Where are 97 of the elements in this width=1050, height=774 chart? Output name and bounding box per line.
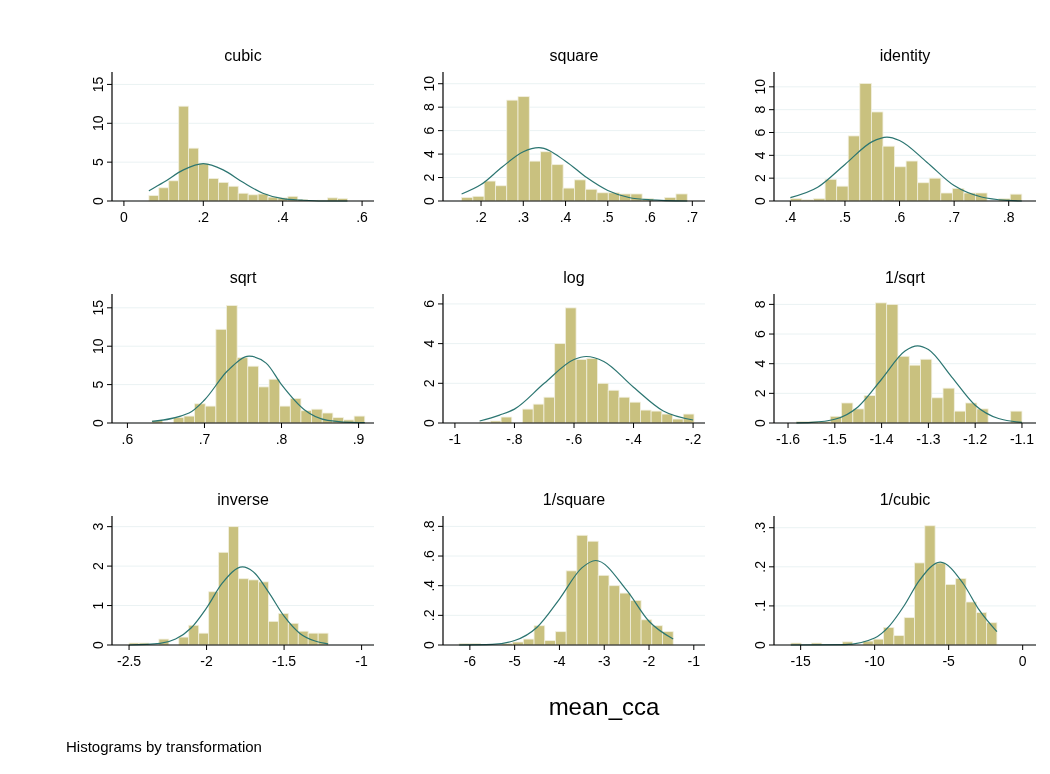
x-tick-label: .2	[197, 209, 210, 225]
x-tick-label: -1.4	[869, 431, 894, 447]
x-tick-label: .5	[839, 209, 851, 225]
x-tick-label: -1.5	[822, 431, 848, 447]
x-tick-label: .7	[948, 209, 961, 225]
x-tick-label: .9	[352, 431, 365, 447]
y-tick-label: 8	[421, 103, 437, 112]
chart-title: log	[563, 269, 585, 286]
x-tick-label: .2	[475, 209, 488, 225]
x-tick-label: -.2	[684, 431, 702, 447]
x-tick-label: .7	[686, 209, 699, 225]
y-tick-label: .6	[421, 549, 437, 562]
chart-title: 1/cubic	[879, 491, 931, 508]
x-tick-label: -1.3	[916, 431, 941, 447]
x-tick-label: .8	[275, 431, 288, 447]
y-tick-label: 5	[90, 158, 106, 167]
x-tick-label: -5	[942, 653, 956, 669]
x-tick-label: -4	[553, 653, 566, 669]
y-tick-label: .2	[421, 609, 437, 622]
y-tick-label: 0	[421, 640, 437, 649]
x-tick-label: -1	[355, 653, 369, 669]
y-tick-label: 10	[752, 78, 768, 95]
x-tick-label: -1.5	[272, 653, 297, 669]
x-tick-label: -3	[598, 653, 611, 669]
x-tick-label: -.8	[506, 431, 523, 447]
chart-title: 1/square	[542, 491, 606, 508]
y-tick-label: 2	[752, 389, 768, 398]
x-tick-label: -.4	[625, 431, 642, 447]
y-tick-label: 10	[90, 115, 106, 132]
y-tick-label: 0	[752, 196, 768, 205]
x-tick-label: .5	[601, 209, 614, 225]
x-tick-label: -15	[790, 653, 811, 669]
x-tick-label: -1.2	[963, 431, 988, 447]
x-tick-label: .6	[121, 431, 134, 447]
y-tick-label: 8	[752, 105, 768, 114]
x-tick-label: -6	[463, 653, 477, 669]
y-tick-label: 0	[90, 640, 106, 649]
y-tick-label: 0	[752, 640, 768, 649]
x-tick-label: -2	[642, 653, 656, 669]
y-tick-label: 1	[90, 601, 106, 610]
y-tick-label: 4	[752, 359, 768, 368]
y-tick-label: 15	[90, 299, 106, 316]
x-tick-label: .6	[893, 209, 906, 225]
y-tick-label: 4	[421, 149, 437, 158]
y-tick-label: .4	[421, 579, 437, 592]
x-tick-label: .6	[644, 209, 657, 225]
y-tick-label: 4	[421, 339, 437, 348]
x-tick-label: .4	[276, 209, 289, 225]
x-tick-label: 0	[1018, 653, 1027, 669]
x-tick-label: -2	[200, 653, 213, 669]
y-tick-label: 10	[90, 338, 106, 354]
chart-title: inverse	[217, 491, 269, 508]
y-tick-label: .2	[752, 560, 768, 573]
y-tick-label: 10	[421, 75, 437, 92]
x-tick-label: .3	[517, 209, 530, 225]
y-tick-label: 8	[752, 300, 768, 309]
x-tick-label: -1	[687, 653, 701, 669]
x-tick-label: 0	[120, 209, 129, 225]
y-tick-label: 0	[90, 196, 106, 205]
chart-title: identity	[879, 47, 931, 64]
x-tick-label: .8	[1002, 209, 1015, 225]
x-tick-label: .7	[198, 431, 211, 447]
x-tick-label: .4	[784, 209, 797, 225]
y-tick-label: 15	[90, 76, 106, 93]
y-tick-label: 3	[90, 522, 106, 531]
text: Histograms by transformation	[66, 738, 262, 755]
y-tick-label: 5	[90, 380, 106, 389]
y-tick-label: 0	[90, 418, 106, 427]
y-tick-label: 0	[421, 418, 437, 427]
chart-title: 1/sqrt	[884, 269, 926, 286]
x-tick-label: .6	[356, 209, 369, 225]
y-tick-label: 6	[421, 126, 437, 135]
x-tick-label: -.6	[565, 431, 583, 447]
y-tick-label: 6	[752, 128, 768, 137]
y-tick-label: 2	[421, 173, 437, 182]
x-tick-label: -2.5	[116, 653, 142, 669]
y-tick-label: .8	[421, 520, 437, 533]
y-tick-label: .1	[752, 599, 768, 612]
chart-title: cubic	[224, 47, 262, 64]
y-tick-label: 2	[752, 174, 768, 183]
x-tick-label: -1.1	[1009, 431, 1035, 447]
chart-title: sqrt	[229, 269, 257, 286]
x-tick-label: -10	[864, 653, 885, 669]
x-tick-label: -5	[508, 653, 522, 669]
x-tick-label: -1	[448, 431, 462, 447]
y-tick-label: 4	[752, 151, 768, 160]
x-axis-title: mean_cca	[548, 693, 661, 720]
x-tick-label: .4	[559, 209, 572, 225]
y-tick-label: 6	[752, 329, 768, 338]
x-tick-label: -1.6	[775, 431, 801, 447]
chart-title: square	[549, 47, 599, 64]
y-tick-label: 0	[421, 196, 437, 205]
y-tick-label: 2	[90, 562, 106, 570]
y-tick-label: 0	[752, 418, 768, 427]
y-tick-label: 6	[421, 299, 437, 308]
y-tick-label: 2	[421, 379, 437, 388]
y-tick-label: .3	[752, 521, 768, 534]
